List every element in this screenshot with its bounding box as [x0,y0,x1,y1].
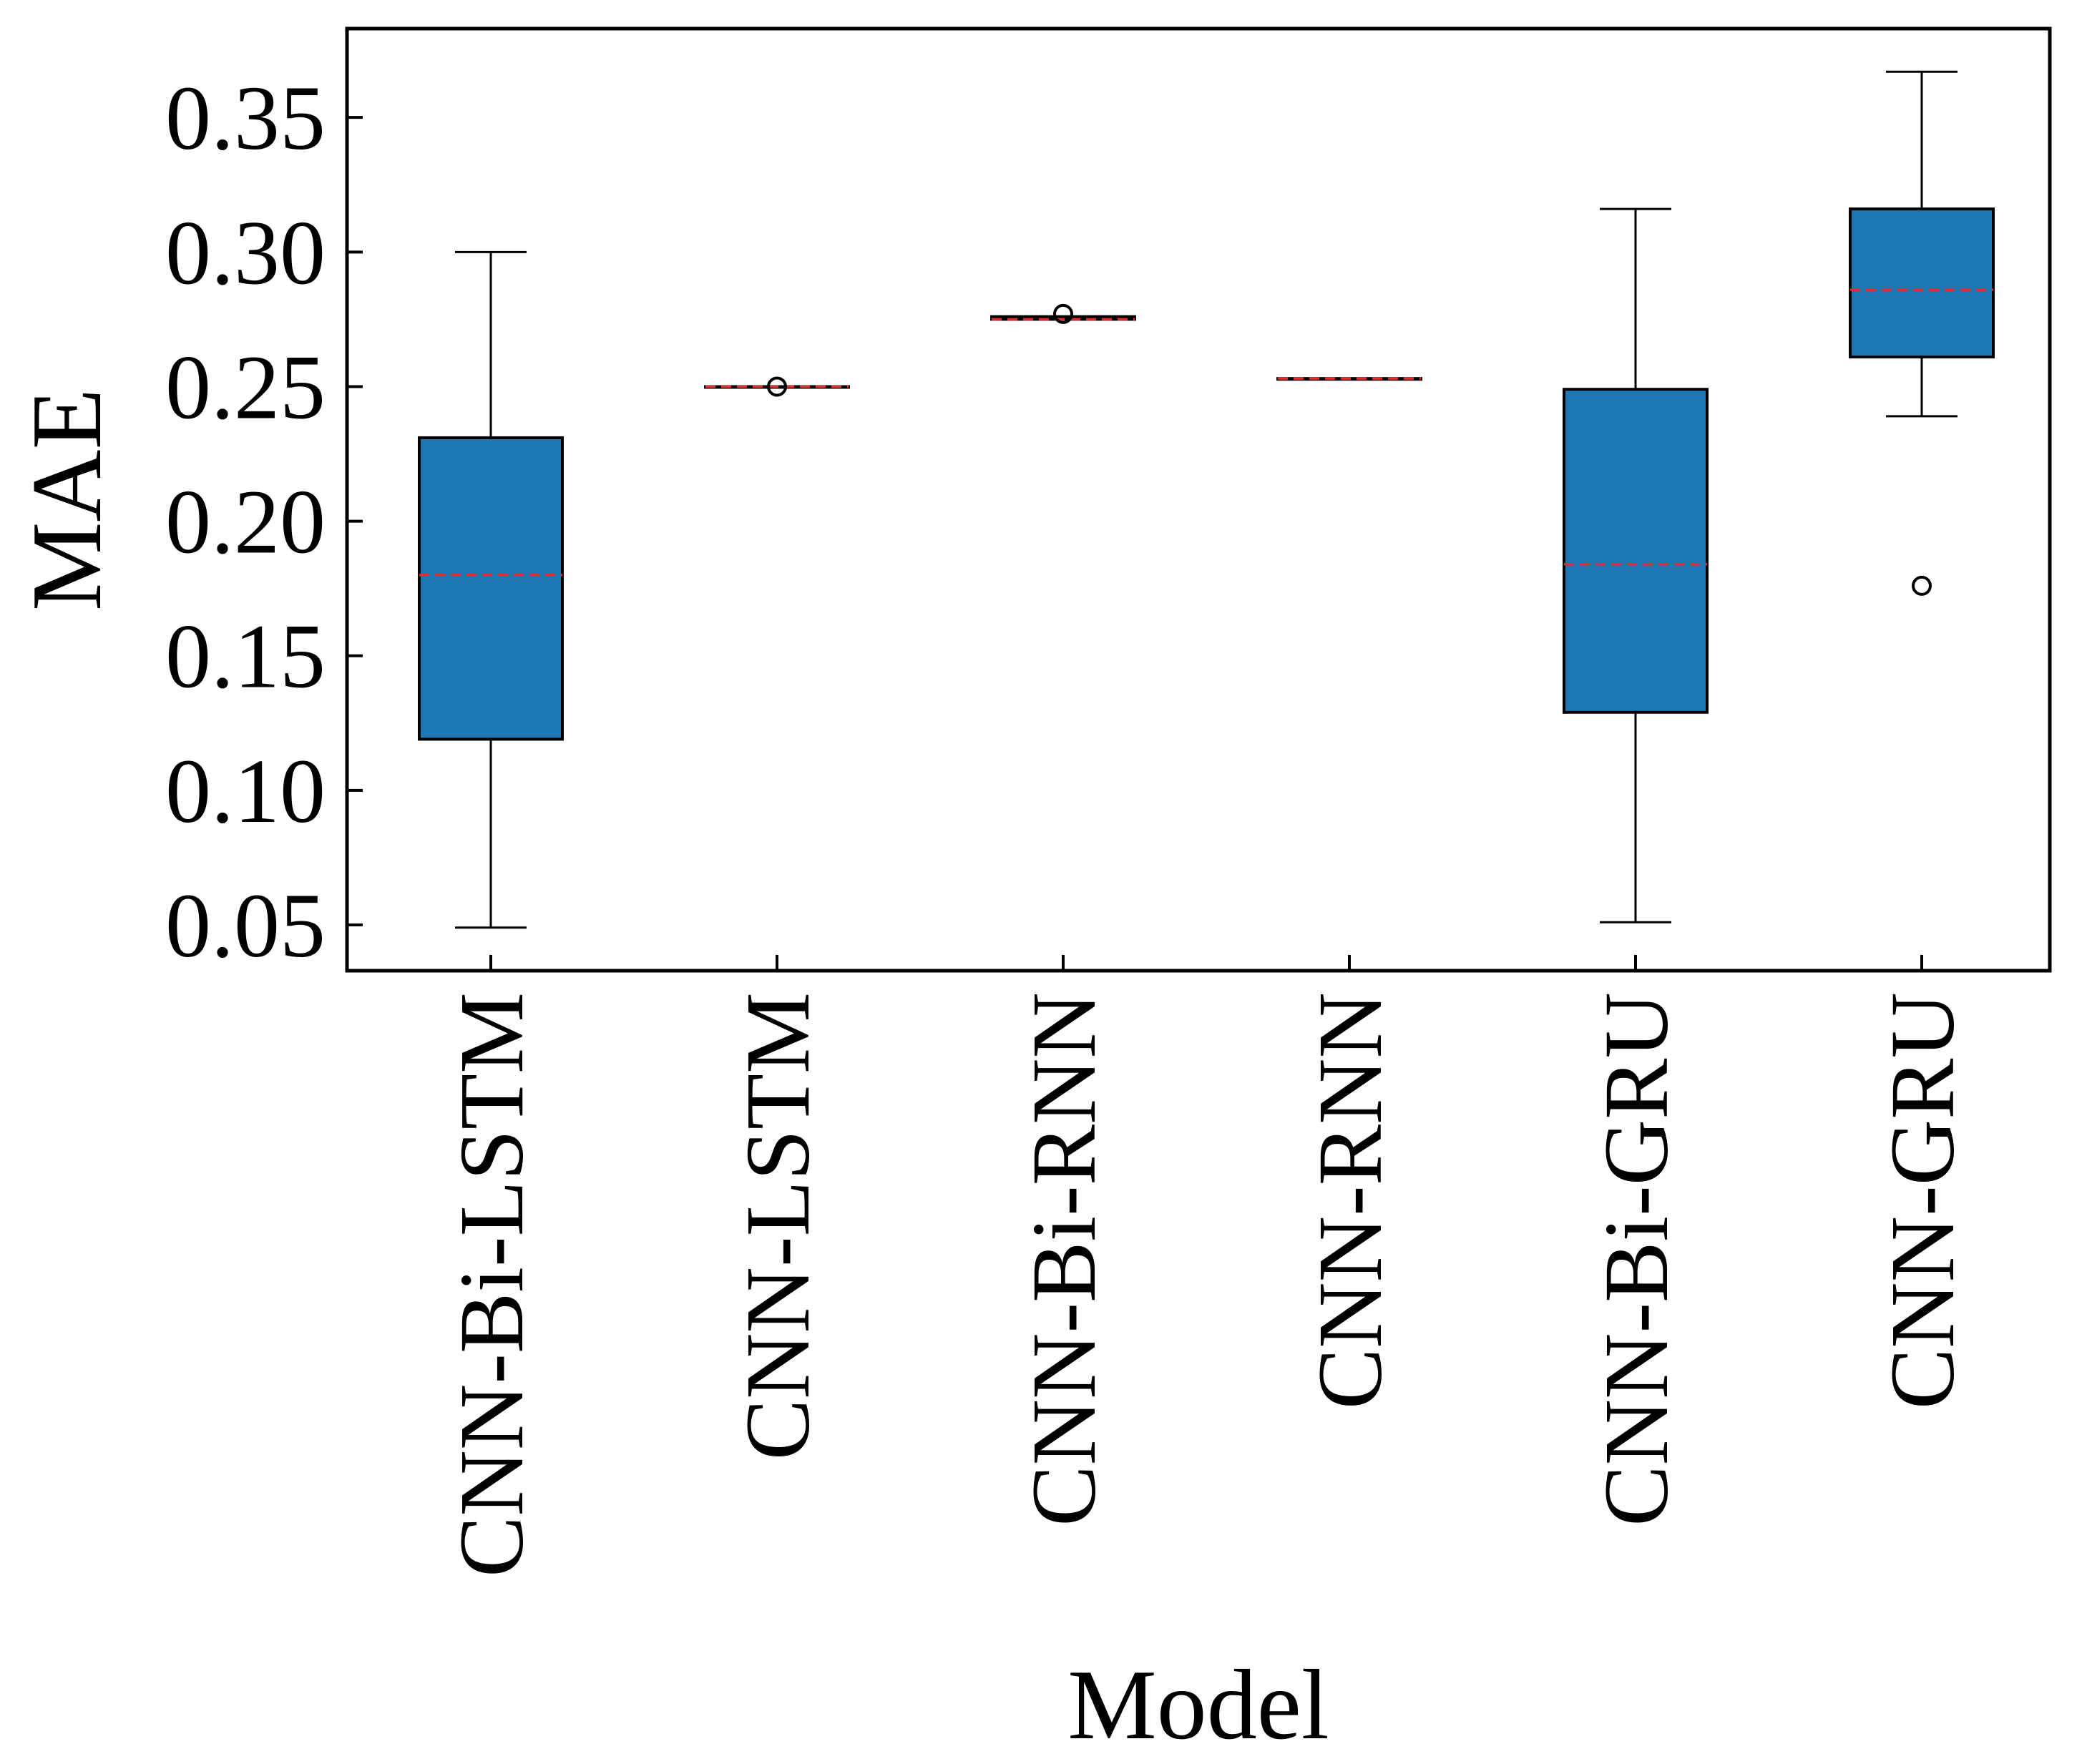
y-tick-label: 0.10 [165,740,326,842]
box-group [1563,207,1709,923]
outlier-point [1053,303,1073,324]
outlier-point [767,376,787,397]
y-tick-label: 0.20 [165,471,326,573]
y-tick-label: 0.30 [165,202,326,303]
plot-frame [345,26,2052,973]
box [1849,207,1995,359]
y-axis: 0.05 0.10 0.15 0.20 0.25 0.30 0.35 [165,67,363,976]
box [1563,388,1709,714]
y-tick-label: 0.05 [165,875,326,976]
y-tick-label: 0.25 [165,336,326,438]
x-tick-label: CNN-LSTM [727,992,829,1460]
y-axis-label: MAE [11,388,122,611]
outlier-point [1912,575,1932,596]
box-group [990,303,1136,324]
box-group [418,250,564,929]
box-group [1849,70,1995,596]
x-tick-label: CNN-Bi-LSTM [441,992,542,1577]
x-tick-label: CNN-Bi-GRU [1585,992,1687,1527]
plot-elements [418,70,1995,929]
x-axis: CNN-Bi-LSTM CNN-LSTM CNN-Bi-RNN CNN-RNN CNN-… [441,955,1973,1577]
x-tick-label: CNN-Bi-RNN [1013,992,1115,1527]
x-tick-label: CNN-GRU [1872,992,1973,1409]
box-group [704,376,850,397]
box-group [1276,377,1422,381]
y-tick-label: 0.35 [165,67,326,169]
box [418,436,564,741]
x-tick-label: CNN-RNN [1299,992,1401,1409]
y-tick-label: 0.15 [165,606,326,707]
x-axis-label: Model [1067,1650,1329,1760]
